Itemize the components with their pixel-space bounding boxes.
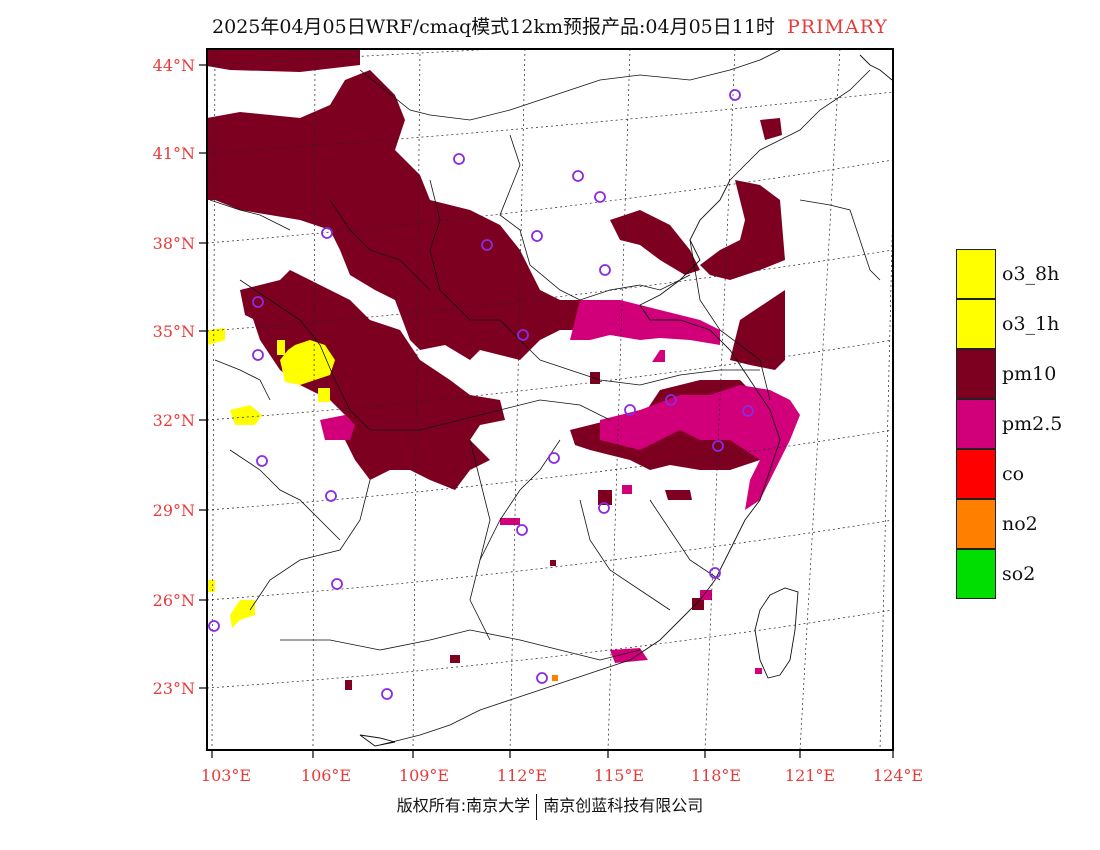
- station-marker[interactable]: [709, 567, 721, 579]
- legend-label: o3_1h: [1002, 313, 1060, 335]
- station-marker[interactable]: [729, 89, 741, 101]
- primary-badge: PRIMARY: [786, 16, 888, 38]
- legend-label: pm2.5: [1002, 413, 1063, 435]
- lon-label: 112°E: [497, 766, 547, 785]
- station-marker[interactable]: [325, 490, 337, 502]
- station-marker[interactable]: [572, 170, 584, 182]
- station-marker[interactable]: [252, 296, 264, 308]
- legend-swatch: [956, 249, 996, 299]
- coastline: [359, 54, 893, 747]
- station-marker[interactable]: [598, 502, 610, 514]
- lon-label: 118°E: [691, 766, 741, 785]
- legend-item-pm25: pm2.5: [956, 399, 1096, 449]
- copyright-right: 南京创蓝科技有限公司: [543, 796, 704, 815]
- station-marker[interactable]: [208, 620, 220, 632]
- station-marker[interactable]: [517, 329, 529, 341]
- legend-item-pm10: pm10: [956, 349, 1096, 399]
- station-marker[interactable]: [624, 404, 636, 416]
- pm10-regions: [207, 49, 785, 690]
- graticule: [207, 49, 893, 750]
- map-title: 2025年04月05日WRF/cmaq模式12km预报产品:04月05日11时 P…: [0, 12, 1100, 39]
- station-marker[interactable]: [536, 672, 548, 684]
- station-marker[interactable]: [481, 239, 493, 251]
- station-marker[interactable]: [516, 524, 528, 536]
- station-markers: [208, 89, 754, 700]
- legend-label: so2: [1002, 563, 1036, 585]
- lon-label: 124°E: [873, 766, 923, 785]
- legend-item-so2: so2: [956, 549, 1096, 599]
- lat-label: 38°N: [153, 234, 195, 253]
- station-marker[interactable]: [742, 405, 754, 417]
- station-marker[interactable]: [331, 578, 343, 590]
- legend-swatch: [956, 549, 996, 599]
- lon-label: 121°E: [785, 766, 835, 785]
- axis-ticks: [199, 64, 894, 758]
- lon-label: 106°E: [301, 766, 351, 785]
- lat-label: 41°N: [153, 144, 195, 163]
- title-text: 2025年04月05日WRF/cmaq模式12km预报产品:04月05日11时: [212, 16, 775, 38]
- legend-label: pm10: [1002, 363, 1057, 385]
- lon-label: 103°E: [201, 766, 251, 785]
- legend-swatch: [956, 299, 996, 349]
- station-marker[interactable]: [548, 452, 560, 464]
- station-marker[interactable]: [712, 440, 724, 452]
- lon-label: 109°E: [399, 766, 449, 785]
- station-marker[interactable]: [531, 230, 543, 242]
- lat-label: 29°N: [153, 501, 195, 520]
- legend-item-o3-8h: o3_8h: [956, 249, 1096, 299]
- station-marker[interactable]: [453, 153, 465, 165]
- map-frame: [206, 48, 894, 751]
- footer-divider: [536, 793, 538, 820]
- legend-label: co: [1002, 463, 1025, 485]
- o3-regions: [207, 328, 335, 628]
- lat-label: 35°N: [153, 322, 195, 341]
- copyright-footer: 版权所有:南京大学 南京创蓝科技有限公司: [0, 792, 1100, 820]
- lon-labels: 103°E 106°E 109°E 112°E 115°E 118°E 121°…: [201, 766, 923, 785]
- legend-swatch: [956, 499, 996, 549]
- station-marker[interactable]: [594, 191, 606, 203]
- station-marker[interactable]: [599, 264, 611, 276]
- legend-item-co: co: [956, 449, 1096, 499]
- legend-item-o3-1h: o3_1h: [956, 299, 1096, 349]
- lat-label: 32°N: [153, 411, 195, 430]
- lat-label: 44°N: [153, 56, 195, 75]
- station-marker[interactable]: [252, 349, 264, 361]
- lat-label: 23°N: [153, 679, 195, 698]
- province-boundaries: [209, 49, 881, 661]
- legend-swatch: [956, 449, 996, 499]
- station-marker[interactable]: [381, 688, 393, 700]
- copyright-left: 版权所有:南京大学: [396, 796, 531, 815]
- legend-label: no2: [1002, 513, 1038, 535]
- station-marker[interactable]: [256, 455, 268, 467]
- station-marker[interactable]: [321, 227, 333, 239]
- no2-spot: [552, 675, 558, 681]
- pollutant-legend: o3_8h o3_1h pm10 pm2.5 co no2 so2: [956, 249, 1096, 599]
- station-marker[interactable]: [665, 394, 677, 406]
- legend-swatch: [956, 399, 996, 449]
- legend-item-no2: no2: [956, 499, 1096, 549]
- pollution-layer: [207, 49, 893, 750]
- lat-label: 26°N: [153, 591, 195, 610]
- legend-swatch: [956, 349, 996, 399]
- lon-label: 115°E: [594, 766, 644, 785]
- lat-labels: 44°N 41°N 38°N 35°N 32°N 29°N 26°N 23°N: [153, 56, 195, 698]
- legend-label: o3_8h: [1002, 263, 1060, 285]
